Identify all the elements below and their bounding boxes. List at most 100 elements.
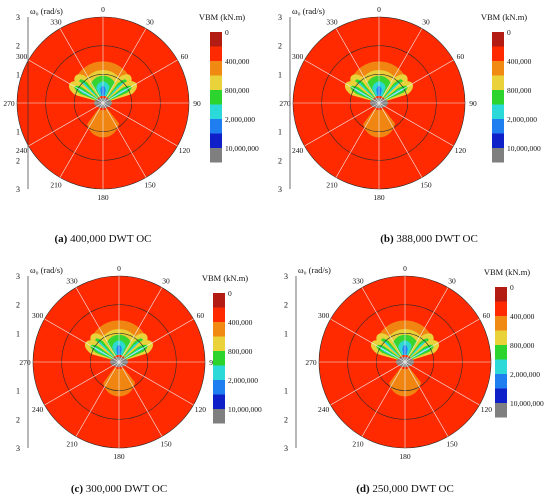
radial-tick-label: 3 bbox=[284, 444, 288, 453]
radial-tick-label: 3 bbox=[16, 444, 20, 453]
grid-spoke bbox=[304, 102, 380, 147]
grid-spoke bbox=[44, 318, 120, 363]
contour-band bbox=[383, 81, 400, 99]
grid-spoke bbox=[102, 59, 178, 104]
radial-tick-label: 1 bbox=[278, 70, 282, 79]
contour-band bbox=[97, 341, 115, 358]
legend-swatch bbox=[492, 104, 504, 119]
legend-label: 0 bbox=[225, 28, 229, 37]
panel-caption: (d) 250,000 DWT OC bbox=[356, 483, 454, 495]
angle-tick-label: 150 bbox=[160, 439, 172, 448]
angle-tick-label: 30 bbox=[422, 18, 430, 27]
legend-swatch bbox=[213, 409, 225, 424]
legend-label: 800,000 bbox=[507, 86, 532, 95]
legend-swatch bbox=[210, 75, 222, 90]
angle-tick-label: 60 bbox=[457, 52, 465, 61]
legend-swatch bbox=[495, 287, 507, 302]
radial-tick-label: 2 bbox=[16, 42, 20, 51]
radial-tick-label: 3 bbox=[16, 185, 20, 194]
grid-spoke bbox=[378, 102, 423, 178]
angle-tick-label: 330 bbox=[352, 277, 364, 286]
angle-tick-label: 270 bbox=[305, 358, 317, 367]
angle-tick-label: 240 bbox=[318, 405, 330, 414]
grid-spoke bbox=[404, 318, 480, 363]
legend-swatch bbox=[495, 330, 507, 345]
grid-spoke bbox=[404, 361, 480, 406]
radial-tick-label: 1 bbox=[16, 329, 20, 338]
angle-tick-label: 0 bbox=[403, 264, 407, 273]
grid-spoke bbox=[330, 318, 406, 363]
panel-label: (c) bbox=[71, 483, 84, 495]
legend-label: 400,000 bbox=[507, 57, 532, 66]
legend-title: VBM (kN.m) bbox=[202, 273, 248, 283]
angle-tick-label: 90 bbox=[469, 99, 477, 108]
legend-label: 2,000,000 bbox=[507, 115, 537, 124]
angle-tick-label: 300 bbox=[16, 52, 28, 61]
radial-tick-label: 2 bbox=[16, 301, 20, 310]
angle-tick-label: 120 bbox=[179, 146, 191, 155]
radial-tick-label: 3 bbox=[278, 13, 282, 22]
radial-tick-label: 2 bbox=[16, 415, 20, 424]
radial-axis-label: ω₀ (rad/s) bbox=[298, 265, 331, 275]
angle-tick-label: 150 bbox=[420, 180, 432, 189]
angle-tick-label: 30 bbox=[162, 277, 170, 286]
legend-label: 400,000 bbox=[225, 57, 250, 66]
legend-swatch bbox=[213, 293, 225, 308]
grid-spoke bbox=[330, 361, 406, 406]
legend-swatch bbox=[492, 133, 504, 148]
radial-tick-label: 1 bbox=[278, 128, 282, 137]
radial-tick-label: 2 bbox=[278, 156, 282, 165]
angle-tick-label: 180 bbox=[373, 193, 385, 202]
legend-swatch bbox=[492, 75, 504, 90]
legend-label: 400,000 bbox=[510, 312, 535, 321]
grid-spoke bbox=[118, 287, 163, 363]
legend-label: 10,000,000 bbox=[510, 399, 544, 408]
grid-spoke bbox=[335, 102, 380, 178]
angle-tick-label: 60 bbox=[181, 52, 189, 61]
radial-tick-label: 1 bbox=[284, 329, 288, 338]
radial-tick-label: 1 bbox=[284, 387, 288, 396]
legend-swatch bbox=[495, 374, 507, 389]
legend-swatch bbox=[495, 345, 507, 360]
legend-swatch bbox=[492, 46, 504, 61]
legend-swatch bbox=[210, 32, 222, 47]
panel-label: (b) bbox=[380, 233, 394, 245]
angle-tick-label: 330 bbox=[50, 18, 62, 27]
angle-tick-label: 330 bbox=[66, 277, 78, 286]
legend-swatch bbox=[213, 351, 225, 366]
angle-tick-label: 210 bbox=[50, 180, 62, 189]
angle-tick-label: 120 bbox=[455, 146, 467, 155]
angle-tick-label: 90 bbox=[193, 99, 201, 108]
grid-spoke bbox=[361, 361, 406, 437]
legend-swatch bbox=[213, 336, 225, 351]
grid-spoke bbox=[361, 287, 406, 363]
legend-label: 0 bbox=[228, 289, 232, 298]
angle-tick-label: 270 bbox=[3, 99, 15, 108]
legend-swatch bbox=[492, 61, 504, 76]
legend-swatch bbox=[210, 46, 222, 61]
radial-tick-label: 2 bbox=[284, 301, 288, 310]
contour-band bbox=[123, 340, 140, 358]
legend-swatch bbox=[213, 394, 225, 409]
angle-tick-label: 150 bbox=[446, 439, 458, 448]
panel-label: (a) bbox=[55, 233, 68, 245]
legend-swatch bbox=[210, 133, 222, 148]
legend-swatch bbox=[210, 119, 222, 134]
legend-swatch bbox=[210, 148, 222, 163]
grid-spoke bbox=[118, 361, 194, 406]
radial-tick-label: 1 bbox=[16, 70, 20, 79]
angle-tick-label: 120 bbox=[481, 405, 493, 414]
grid-spoke bbox=[28, 59, 104, 104]
legend-label: 800,000 bbox=[228, 347, 253, 356]
angle-tick-label: 0 bbox=[377, 5, 381, 14]
panel-caption: (c) 300,000 DWT OC bbox=[71, 483, 167, 495]
angle-tick-label: 300 bbox=[318, 311, 330, 320]
legend-swatch bbox=[492, 32, 504, 47]
radial-tick-label: 2 bbox=[278, 42, 282, 51]
legend-swatch bbox=[495, 316, 507, 331]
radial-tick-label: 1 bbox=[16, 387, 20, 396]
